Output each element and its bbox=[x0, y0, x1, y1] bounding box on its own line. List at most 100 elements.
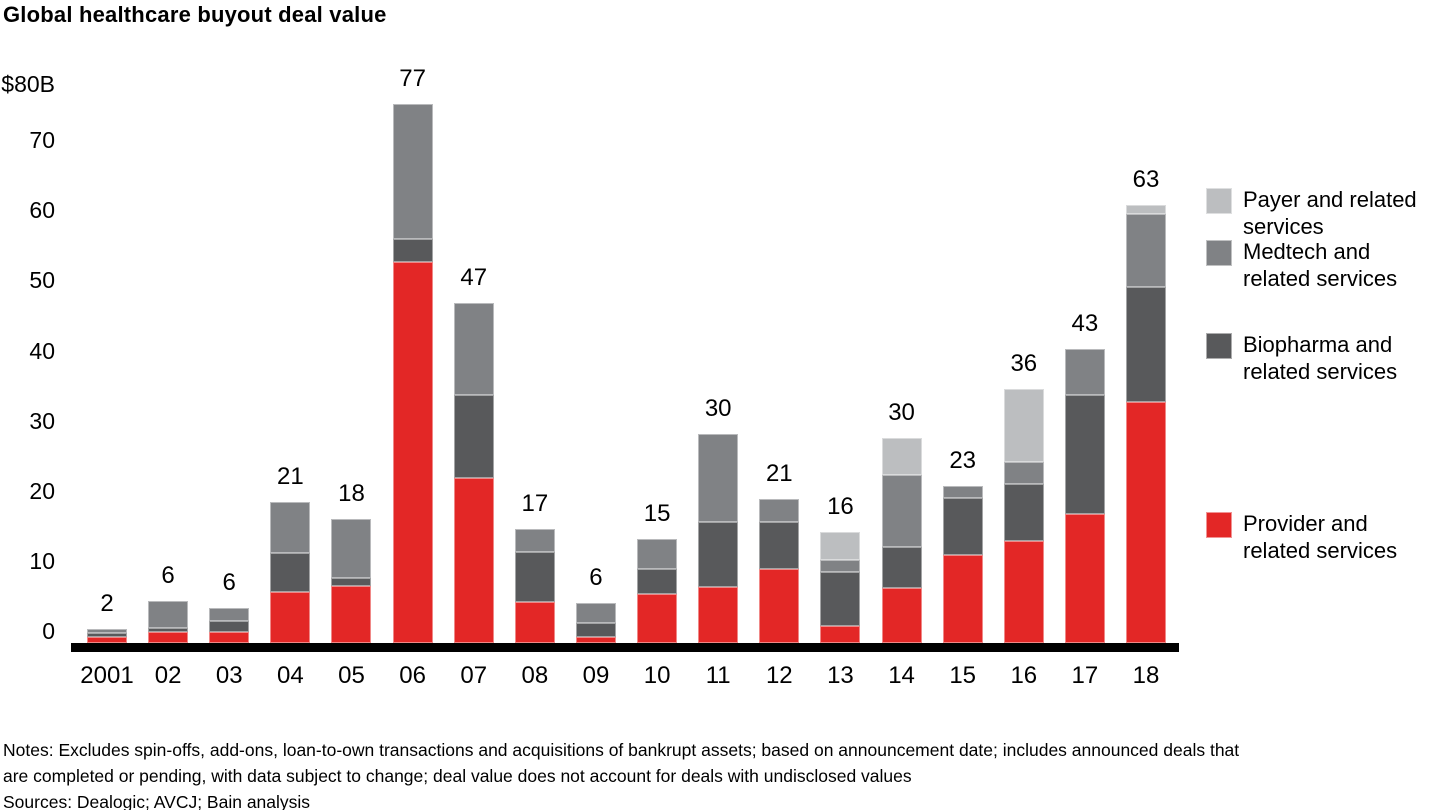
bar-segment-biopharma bbox=[759, 521, 800, 570]
legend-label-line: Biopharma and bbox=[1243, 332, 1393, 357]
bar-segment-payer bbox=[1003, 389, 1044, 463]
y-tick-label: 60 bbox=[29, 197, 55, 224]
bar-segment-biopharma bbox=[575, 622, 616, 637]
bar-segment-provider bbox=[881, 587, 922, 643]
bar-value-label: 18 bbox=[338, 479, 365, 507]
bar-value-label: 36 bbox=[1010, 350, 1038, 378]
bar-segment-medtech bbox=[1003, 462, 1044, 484]
legend-label: Payer and related services bbox=[1243, 186, 1417, 240]
legend-label-line: related services bbox=[1243, 538, 1398, 563]
x-tick-label: 2001 bbox=[80, 662, 134, 689]
bar-segment-biopharma bbox=[1064, 395, 1105, 514]
bar-segment-provider bbox=[1126, 401, 1167, 643]
x-tick-label: 08 bbox=[521, 662, 549, 689]
bar-segment-provider bbox=[148, 631, 189, 643]
bar-segment-provider bbox=[331, 586, 372, 643]
bar-segment-biopharma bbox=[331, 577, 372, 587]
bar-segment-medtech bbox=[270, 502, 311, 553]
bar-segment-biopharma bbox=[514, 551, 555, 603]
bar-segment-biopharma bbox=[453, 395, 494, 479]
bar-segment-biopharma bbox=[881, 546, 922, 588]
bar-segment-medtech bbox=[514, 529, 555, 552]
y-tick-label: 40 bbox=[29, 337, 55, 364]
bar-segment-provider bbox=[759, 569, 800, 643]
bar-value-label: 21 bbox=[765, 460, 793, 488]
y-tick-label: 10 bbox=[29, 547, 55, 574]
bar-segment-provider bbox=[820, 626, 861, 643]
bar-value-label: 23 bbox=[949, 446, 977, 474]
notes-line: Notes: Excludes spin-offs, add-ons, loan… bbox=[3, 740, 1240, 760]
bar-value-label: 43 bbox=[1071, 310, 1099, 338]
bar-segment-medtech bbox=[575, 603, 616, 623]
bar-segment-medtech bbox=[820, 559, 861, 573]
bar-value-label: 47 bbox=[460, 263, 488, 291]
bar-segment-biopharma bbox=[1003, 483, 1044, 541]
legend-label-line: Provider and bbox=[1243, 511, 1368, 536]
x-tick-label: 15 bbox=[949, 662, 977, 689]
bar-value-label: 21 bbox=[277, 463, 304, 491]
bar-segment-provider bbox=[270, 591, 311, 643]
y-tick-label: 0 bbox=[42, 618, 55, 644]
bar-value-label: 17 bbox=[521, 490, 549, 518]
bar-segment-medtech bbox=[331, 518, 372, 578]
x-tick-label: 02 bbox=[154, 662, 182, 689]
bar-segment-medtech bbox=[453, 302, 494, 396]
bar-segment-medtech bbox=[1126, 213, 1167, 287]
bar-value-label: 16 bbox=[827, 492, 854, 520]
y-tick-label: 20 bbox=[29, 477, 55, 504]
y-tick-label: 50 bbox=[29, 267, 55, 294]
x-tick-label: 18 bbox=[1132, 662, 1160, 689]
legend-label-line: Payer and related bbox=[1243, 187, 1417, 212]
y-tick-label: 70 bbox=[29, 127, 55, 154]
x-axis-line bbox=[71, 643, 1179, 652]
legend-label-line: Medtech and bbox=[1243, 239, 1371, 264]
bar-segment-medtech bbox=[392, 103, 433, 240]
bar-segment-medtech bbox=[942, 485, 983, 498]
x-tick-label: 16 bbox=[1010, 662, 1038, 689]
sources-line: Sources: Dealogic; AVCJ; Bain analysis bbox=[3, 792, 311, 810]
x-tick-label: 03 bbox=[215, 662, 243, 689]
legend-swatch-payer bbox=[1206, 188, 1232, 214]
bar-segment-biopharma bbox=[270, 552, 311, 592]
legend-label-line: services bbox=[1243, 214, 1324, 239]
notes-line: are completed or pending, with data subj… bbox=[3, 766, 912, 786]
bar-value-label: 77 bbox=[399, 64, 426, 92]
bar-value-label: 15 bbox=[643, 500, 671, 528]
y-tick-label: $80B bbox=[1, 71, 55, 97]
bar-segment-payer bbox=[1126, 205, 1167, 214]
bar-value-label: 6 bbox=[222, 568, 236, 596]
bar-value-label: 30 bbox=[704, 395, 732, 423]
bar-segment-biopharma bbox=[209, 620, 250, 633]
bar-segment-medtech bbox=[1064, 349, 1105, 396]
bar-segment-provider bbox=[698, 586, 739, 643]
bar-segment-medtech bbox=[881, 475, 922, 547]
legend-swatch-provider bbox=[1206, 512, 1232, 538]
bar-value-label: 63 bbox=[1132, 166, 1160, 194]
x-tick-label: 17 bbox=[1071, 662, 1099, 689]
bar-segment-provider bbox=[514, 602, 555, 643]
chart-title: Global healthcare buyout deal value bbox=[3, 2, 387, 27]
bar-segment-provider bbox=[87, 636, 127, 643]
bar-segment-medtech bbox=[148, 600, 189, 628]
x-tick-label: 05 bbox=[338, 662, 365, 689]
legend-label: Medtech and related services bbox=[1243, 238, 1397, 292]
bar-segment-provider bbox=[1003, 540, 1044, 643]
x-tick-label: 10 bbox=[643, 662, 671, 689]
bar-segment-biopharma bbox=[637, 568, 678, 594]
bar-segment-payer bbox=[881, 438, 922, 476]
bar-segment-biopharma bbox=[148, 627, 189, 632]
bar-value-label: 2 bbox=[100, 589, 114, 617]
bar-segment-medtech bbox=[698, 434, 739, 522]
legend-swatch-medtech bbox=[1206, 240, 1232, 266]
bar-segment-biopharma bbox=[1126, 286, 1167, 402]
bar-segment-biopharma bbox=[87, 632, 127, 637]
bar-value-label: 30 bbox=[888, 399, 915, 427]
x-tick-label: 04 bbox=[277, 662, 304, 689]
bar-segment-provider bbox=[209, 632, 250, 643]
bar-segment-medtech bbox=[637, 539, 678, 569]
x-tick-label: 13 bbox=[827, 662, 854, 689]
x-tick-label: 14 bbox=[888, 662, 915, 689]
legend-label: Biopharma and related services bbox=[1243, 331, 1397, 385]
x-tick-label: 12 bbox=[765, 662, 793, 689]
